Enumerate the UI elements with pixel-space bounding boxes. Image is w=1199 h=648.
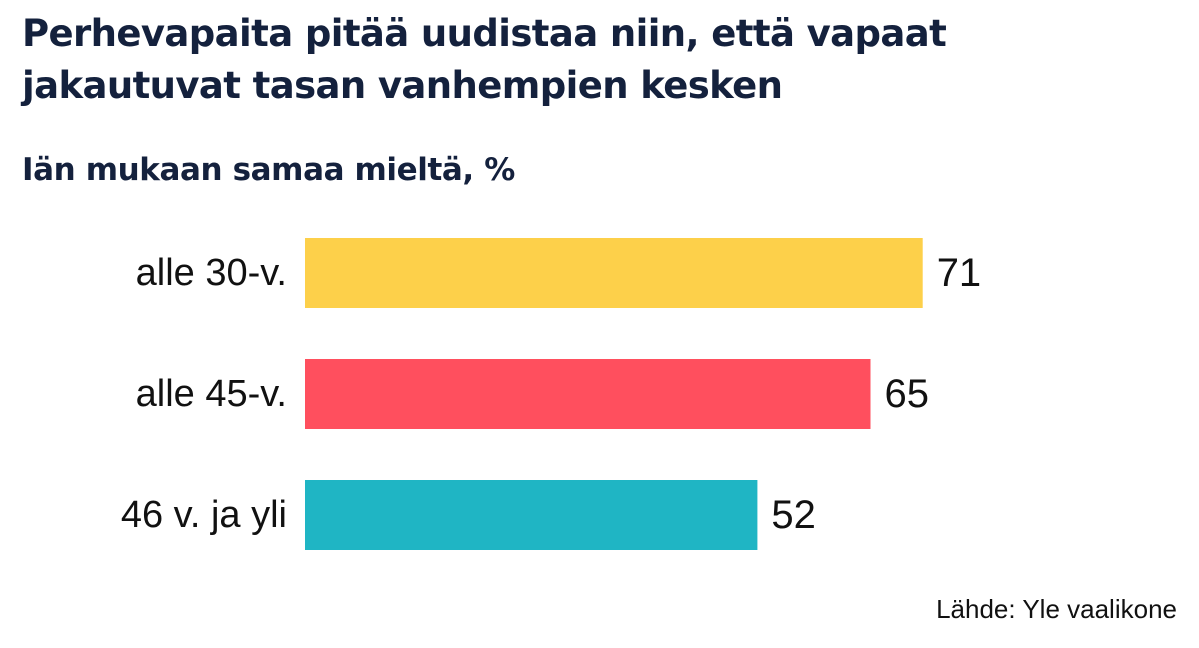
- category-label-1: alle 45-v.: [136, 373, 287, 415]
- bar-1: [305, 359, 871, 429]
- category-label-2: 46 v. ja yli: [121, 494, 287, 536]
- category-label-0: alle 30-v.: [136, 252, 287, 294]
- value-label-1: 65: [885, 372, 930, 416]
- bar-2: [305, 480, 758, 550]
- chart-subtitle: Iän mukaan samaa mieltä, %: [22, 152, 515, 188]
- value-label-0: 71: [937, 251, 982, 295]
- value-label-2: 52: [771, 493, 816, 537]
- chart-title: Perhevapaita pitää uudistaa niin, että v…: [22, 12, 947, 107]
- source-note: Lähde: Yle vaalikone: [936, 594, 1177, 624]
- bar-0: [305, 238, 923, 308]
